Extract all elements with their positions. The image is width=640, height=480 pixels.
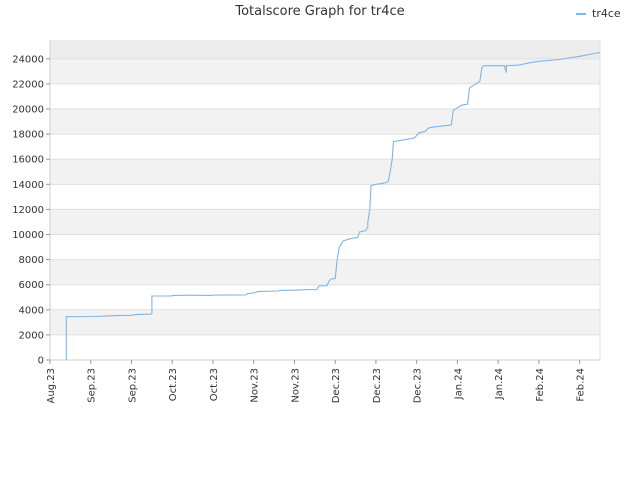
legend[interactable]: tr4ce [576, 7, 621, 20]
grid-band [50, 40, 600, 59]
grid-band [50, 309, 600, 335]
y-tick-label: 2000 [19, 330, 44, 341]
x-tick-label: Sep.23 [87, 368, 98, 403]
grid-band [50, 209, 600, 235]
y-tick-label: 20000 [12, 105, 44, 116]
y-tick-label: 4000 [19, 305, 44, 316]
grid-band [50, 159, 600, 185]
y-tick-label: 10000 [12, 230, 44, 241]
x-tick-label: Jan.24 [494, 368, 505, 400]
x-tick-label: Oct.23 [168, 368, 179, 401]
x-tick-label: Feb.24 [576, 368, 587, 402]
grid-band [50, 58, 600, 84]
y-tick-label: 16000 [12, 155, 44, 166]
x-tick-label: Nov.23 [250, 368, 261, 403]
y-tick-label: 22000 [12, 79, 44, 90]
legend-label: tr4ce [592, 7, 621, 20]
y-tick-label: 0 [38, 356, 44, 367]
x-tick-label: Dec.23 [372, 368, 383, 403]
x-tick-label: Nov.23 [290, 368, 301, 403]
x-tick-label: Feb.24 [535, 368, 546, 402]
y-tick-label: 8000 [19, 255, 44, 266]
grid-lines [50, 58, 600, 361]
y-tick-label: 24000 [12, 54, 44, 65]
legend-swatch-icon [576, 12, 586, 15]
x-tick-label: Aug.23 [46, 368, 57, 403]
y-axis-ticks: 0 2000 4000 6000 8000 10000 12000 14000 16000 180… [12, 54, 50, 367]
series-line-tr4ce [65, 51, 601, 360]
x-tick-label: Jan.24 [453, 368, 464, 400]
y-tick-label: 6000 [19, 280, 44, 291]
x-tick-label: Dec.23 [331, 368, 342, 403]
x-tick-label: Oct.23 [209, 368, 220, 401]
x-tick-label: Sep.23 [127, 368, 138, 403]
y-tick-label: 14000 [12, 180, 44, 191]
grid-band [50, 259, 600, 285]
x-tick-label: Dec.23 [413, 368, 424, 403]
x-axis-ticks: Aug.23 Sep.23 Sep.23 Oct.23 Oct.23 Nov.23 Nov.… [46, 360, 587, 403]
chart-title: Totalscore Graph for tr4ce [235, 4, 405, 19]
axes [49, 40, 601, 361]
grid-bands [50, 40, 600, 335]
y-tick-label: 18000 [12, 130, 44, 141]
y-tick-label: 12000 [12, 205, 44, 216]
grid-band [50, 109, 600, 135]
